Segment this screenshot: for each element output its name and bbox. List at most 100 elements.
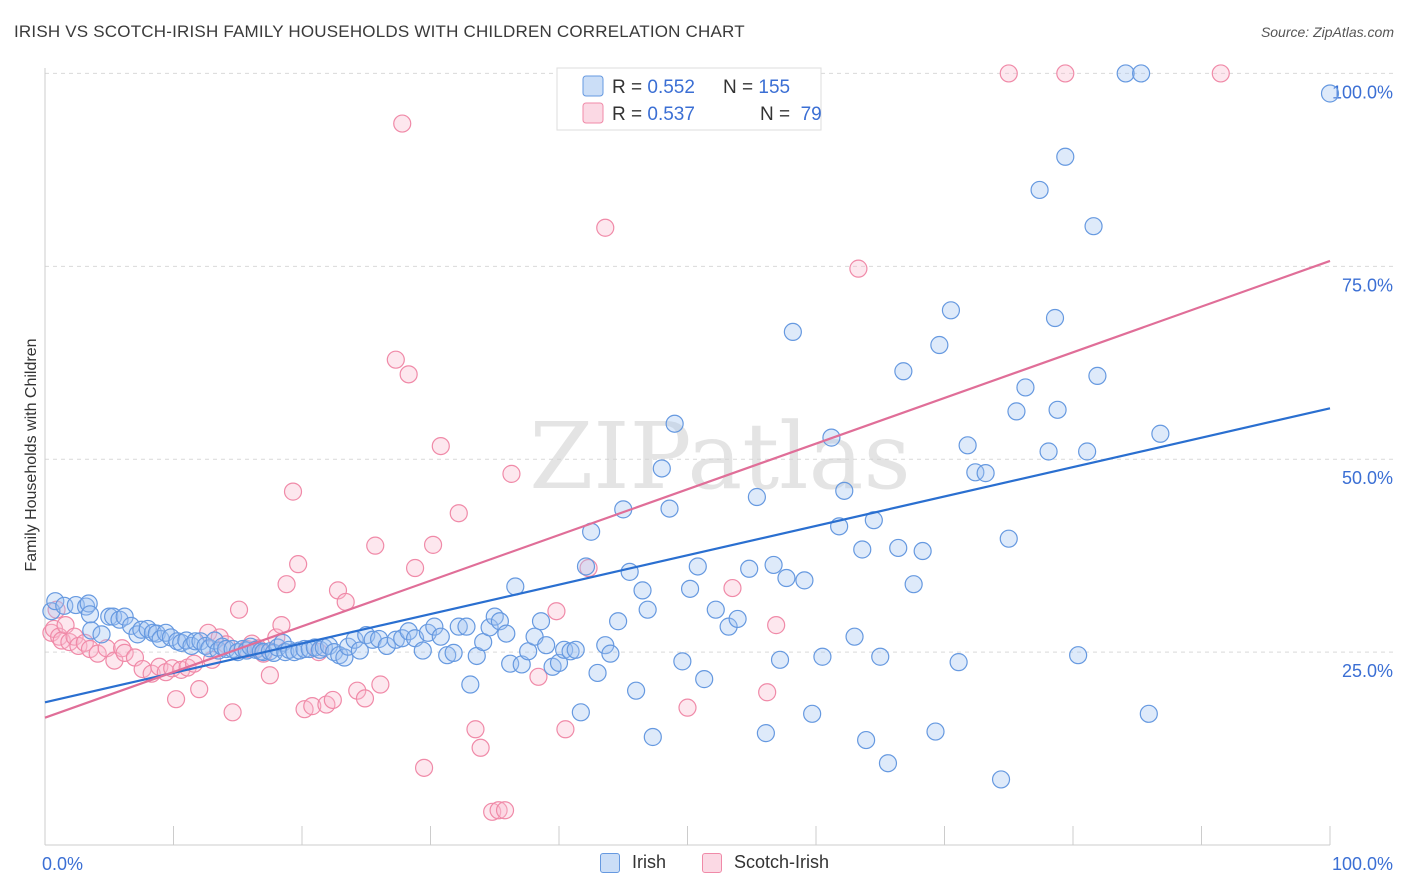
irish-point [46, 592, 65, 611]
y-tick-label: 50.0% [1342, 468, 1393, 488]
legend-n-value: 79 [795, 104, 821, 125]
irish-point [386, 630, 405, 649]
irish-point [576, 557, 596, 576]
legend-item-scotch-irish: Scotch-Irish [702, 852, 829, 873]
irish-point [803, 704, 822, 723]
scotch-irish-point [414, 758, 434, 777]
irish-point [1151, 424, 1170, 443]
legend-r-value: 0.552 [647, 77, 695, 98]
irish-point [1007, 402, 1026, 421]
irish-point [1048, 400, 1067, 419]
scotch-irish-point [495, 801, 515, 820]
irish-point [660, 499, 679, 518]
scotch-irish-point [423, 535, 443, 554]
irish-point [339, 637, 358, 656]
trend-line-irish [44, 407, 1331, 704]
irish-point [537, 636, 556, 655]
legend-n-label: N = [760, 104, 795, 125]
legend-label-scotch-irish: Scotch-Irish [734, 852, 830, 872]
irish-point [926, 722, 945, 741]
irish-point [652, 459, 671, 478]
scotch-irish-point [431, 436, 450, 456]
legend-bottom: Irish Scotch-Irish [0, 852, 1406, 876]
irish-point [695, 670, 714, 689]
irish-point [596, 636, 615, 655]
irish-point [878, 754, 898, 773]
scotch-irish-point [115, 643, 134, 662]
irish-point [350, 641, 369, 660]
irish-point [783, 322, 802, 342]
irish-point [325, 643, 344, 662]
legend-label-irish: Irish [632, 852, 667, 872]
irish-point [680, 579, 700, 598]
scotch-irish-point [371, 675, 390, 694]
irish-point [1016, 378, 1035, 397]
scotch-irish-point [283, 482, 303, 501]
irish-point [764, 555, 783, 575]
irish-point [643, 727, 662, 747]
irish-point [497, 624, 516, 643]
irish-point [571, 703, 590, 722]
irish-point [930, 335, 949, 355]
scotch-irish-point [767, 616, 786, 635]
irish-point [80, 605, 100, 624]
legend-swatch-irish [600, 852, 620, 873]
irish-point [461, 675, 480, 694]
scotch-irish-point [758, 683, 777, 702]
irish-point [601, 644, 620, 663]
irish-point [966, 463, 985, 482]
svg-text:R = 0.537: R = 0.537 [612, 104, 695, 125]
irish-point [1132, 64, 1151, 83]
irish-point [853, 540, 872, 559]
irish-point [626, 681, 646, 700]
scotch-irish-point [596, 218, 615, 237]
irish-point [100, 607, 119, 626]
irish-point [665, 414, 684, 433]
irish-point [1088, 366, 1107, 385]
irish-point [609, 612, 628, 631]
irish-point [835, 481, 854, 500]
scotch-irish-point [323, 690, 342, 710]
irish-point [728, 609, 747, 629]
axis-layer: 25.0% 50.0% 75.0% 100.0% 0.0% 100.0% [42, 68, 1393, 874]
svg-text:N = 155: N = 155 [723, 77, 790, 98]
scotch-irish-point [393, 114, 412, 133]
scotch-irish-point [223, 703, 242, 722]
scotch-irish-point [303, 697, 322, 716]
irish-point [845, 627, 864, 646]
irish-point [425, 617, 444, 636]
irish-point [335, 648, 354, 667]
scotch-irish-point [678, 698, 697, 717]
scotch-irish-point [556, 720, 575, 739]
legend-swatch-scotch-irish [702, 852, 722, 873]
irish-point [941, 301, 961, 320]
irish-point [399, 622, 418, 641]
irish-point [857, 730, 876, 750]
irish-point [740, 559, 759, 578]
irish-point [795, 571, 814, 590]
legend-top: R = 0.552 N = 155 R = 0.537 N = 79 [556, 67, 822, 131]
scotch-irish-point [65, 627, 84, 646]
trend-line-scotch-irish [44, 259, 1331, 719]
irish-point [82, 621, 101, 640]
source-label: Source: ZipAtlas.com [1260, 24, 1394, 40]
scotch-irish-point [466, 720, 485, 739]
irish-point [393, 629, 412, 648]
irish-point [638, 600, 657, 619]
scotch-irish-point [260, 666, 279, 685]
legend-n-value: 155 [758, 77, 790, 98]
chart-title: IRISH VS SCOTCH-IRISH FAMILY HOUSEHOLDS … [14, 22, 745, 41]
y-axis-label: Family Households with Children [23, 339, 40, 572]
irish-point [588, 663, 607, 683]
irish-point [991, 770, 1011, 789]
irish-point [756, 724, 775, 743]
irish-point [480, 618, 499, 637]
scotch-irish-point [405, 558, 425, 578]
watermark: ZIPatlas [529, 403, 910, 510]
y-tick-label: 25.0% [1342, 661, 1393, 681]
irish-point [1084, 217, 1103, 236]
scotch-irish-point [1211, 64, 1230, 83]
legend-item-irish: Irish [600, 852, 666, 873]
scotch-irish-point [489, 801, 508, 820]
irish-point [110, 610, 129, 629]
